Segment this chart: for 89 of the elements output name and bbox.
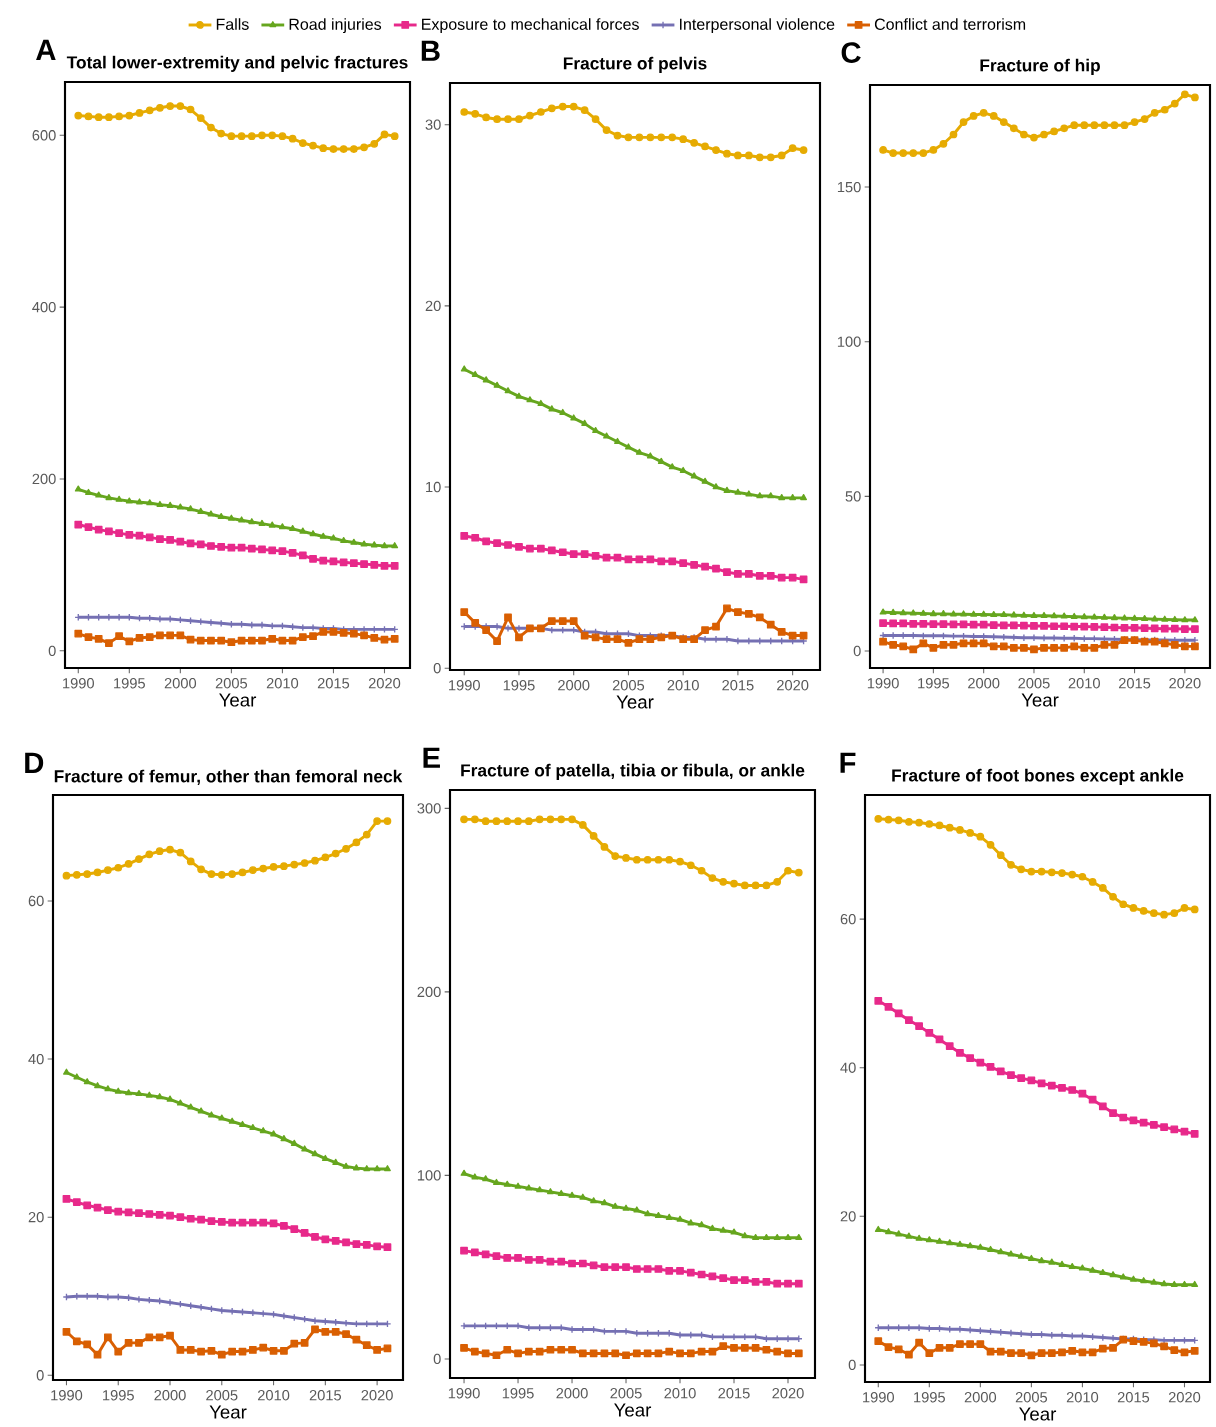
x-tick-label: 2020 bbox=[1169, 678, 1201, 689]
y-tick-label: 0 bbox=[848, 1359, 856, 1371]
x-tick-label: 1990 bbox=[448, 1388, 480, 1399]
legend-label: Interpersonal violence bbox=[680, 18, 835, 34]
x-tick-label: 2015 bbox=[317, 678, 350, 689]
text: B bbox=[421, 40, 440, 61]
x-axis-title: Year bbox=[219, 693, 257, 707]
y-tick-label: 0 bbox=[433, 663, 441, 674]
x-axis-title: Year bbox=[1019, 1407, 1057, 1421]
x-tick-label: 2000 bbox=[558, 680, 590, 691]
text: F bbox=[840, 752, 856, 773]
x-tick-label: 2005 bbox=[215, 678, 248, 689]
x-tick-label: 2010 bbox=[1068, 678, 1100, 689]
text: A bbox=[36, 39, 56, 60]
y-tick-label: 0 bbox=[433, 1353, 441, 1365]
x-tick-label: 2015 bbox=[722, 680, 754, 691]
chart-title: Fracture of foot bones except ankle bbox=[892, 768, 1184, 785]
x-tick-label: 2005 bbox=[1018, 678, 1050, 689]
x-tick-label: 2020 bbox=[361, 1390, 393, 1401]
x-tick-label: 2010 bbox=[667, 680, 699, 691]
x-tick-label: 2005 bbox=[612, 680, 645, 691]
y-tick-label: 100 bbox=[837, 336, 861, 347]
x-tick-label: 1990 bbox=[863, 1392, 894, 1403]
chart-title: Total lower-extremity and pelvic fractures bbox=[66, 55, 408, 72]
x-axis-title: Year bbox=[209, 1405, 247, 1419]
text: D bbox=[25, 752, 44, 773]
y-tick-label: 200 bbox=[32, 473, 56, 485]
legend-label: Road injuries bbox=[289, 18, 382, 34]
y-tick-label: 200 bbox=[417, 986, 441, 998]
x-tick-label: 2020 bbox=[1168, 1392, 1201, 1403]
x-tick-label: 1995 bbox=[502, 1388, 534, 1399]
x-tick-label: 2020 bbox=[772, 1388, 804, 1399]
y-tick-label: 400 bbox=[32, 301, 56, 313]
x-tick-label: 1995 bbox=[114, 678, 145, 689]
x-tick-label: 1995 bbox=[503, 680, 535, 691]
x-tick-label: 2000 bbox=[164, 678, 197, 689]
y-tick-label: 300 bbox=[417, 803, 441, 814]
x-tick-label: 2010 bbox=[266, 678, 299, 689]
y-tick-label: 30 bbox=[425, 119, 441, 130]
y-tick-label: 0 bbox=[853, 645, 861, 657]
x-tick-label: 1995 bbox=[103, 1390, 134, 1401]
x-tick-label: 2000 bbox=[154, 1390, 186, 1401]
x-tick-label: 2000 bbox=[964, 1392, 997, 1403]
x-tick-label: 1990 bbox=[449, 680, 480, 691]
y-tick-label: 100 bbox=[417, 1170, 441, 1181]
legend-label: Exposure to mechanical forces bbox=[422, 18, 639, 34]
y-tick-label: 600 bbox=[32, 130, 56, 141]
x-tick-label: 2015 bbox=[1117, 1392, 1150, 1403]
x-tick-label: 2015 bbox=[309, 1390, 342, 1401]
y-tick-label: 20 bbox=[840, 1211, 856, 1222]
chart-title: Fracture of pelvis bbox=[563, 56, 707, 73]
x-tick-label: 2005 bbox=[610, 1388, 642, 1399]
chart-title: Fracture of femur, other than femoral neck bbox=[54, 769, 403, 785]
x-axis-title: Year bbox=[1021, 693, 1059, 707]
y-tick-label: 50 bbox=[845, 491, 861, 502]
x-tick-label: 2005 bbox=[1015, 1392, 1048, 1403]
y-tick-label: 40 bbox=[28, 1053, 44, 1065]
chart-title: Fracture of hip bbox=[980, 58, 1100, 75]
x-tick-label: 1995 bbox=[918, 678, 950, 689]
y-tick-label: 0 bbox=[48, 645, 56, 657]
y-tick-label: 60 bbox=[28, 895, 44, 907]
x-tick-label: 2015 bbox=[1118, 678, 1151, 689]
x-axis-title: Year bbox=[614, 1403, 652, 1417]
y-tick-label: 20 bbox=[425, 300, 441, 312]
x-tick-label: 1990 bbox=[63, 678, 94, 689]
y-tick-label: 40 bbox=[840, 1062, 856, 1073]
x-tick-label: 2000 bbox=[556, 1388, 588, 1399]
legend-label: Falls bbox=[216, 18, 249, 30]
x-tick-label: 2005 bbox=[206, 1390, 238, 1401]
x-tick-label: 2020 bbox=[777, 680, 809, 691]
x-tick-label: 1990 bbox=[51, 1390, 83, 1401]
y-tick-label: 60 bbox=[840, 913, 856, 925]
y-tick-label: 0 bbox=[36, 1370, 44, 1381]
x-tick-label: 1995 bbox=[914, 1392, 945, 1403]
x-tick-label: 2015 bbox=[718, 1388, 750, 1399]
x-tick-label: 1990 bbox=[867, 678, 899, 689]
y-tick-label: 10 bbox=[426, 481, 441, 493]
y-tick-label: 150 bbox=[837, 181, 861, 193]
x-tick-label: 2020 bbox=[368, 678, 401, 689]
text: C bbox=[841, 42, 861, 64]
x-tick-label: 2010 bbox=[1066, 1392, 1099, 1403]
legend-label: Conflict and terrorism bbox=[874, 18, 1026, 30]
x-axis-title: Year bbox=[616, 695, 654, 709]
x-tick-label: 2000 bbox=[968, 678, 1000, 689]
x-tick-label: 2010 bbox=[664, 1388, 696, 1399]
text: E bbox=[423, 747, 440, 768]
chart-title: Fracture of patella, tibia or fibula, or ankle bbox=[461, 763, 805, 780]
x-tick-label: 2010 bbox=[257, 1390, 290, 1401]
y-tick-label: 20 bbox=[28, 1211, 44, 1223]
